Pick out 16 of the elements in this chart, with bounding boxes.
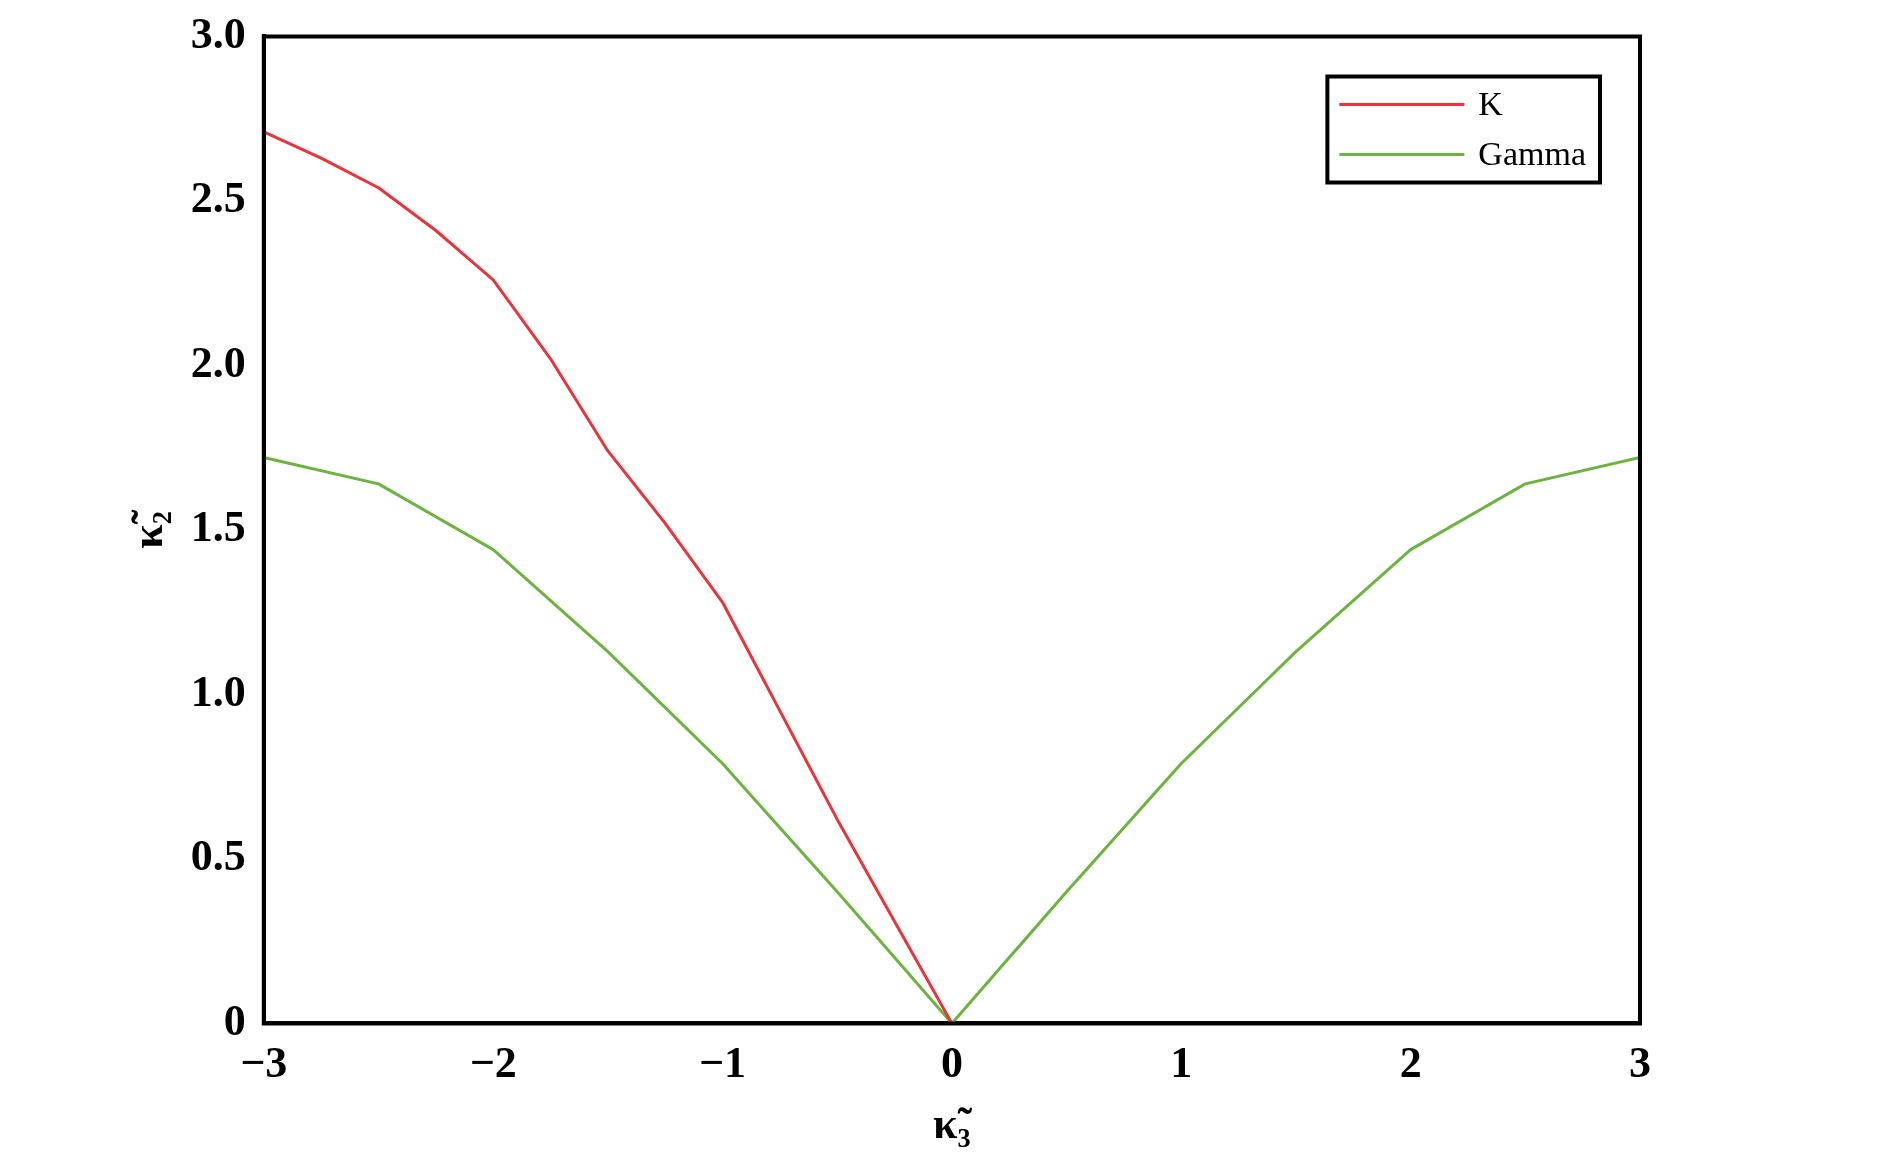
x-tick-label: 1 — [1170, 1038, 1193, 1088]
legend-label: Gamma — [1478, 135, 1587, 173]
x-tick-label: −2 — [469, 1038, 517, 1088]
y-tick-label: 1.0 — [190, 666, 246, 716]
x-axis-title: κ̃₃ — [933, 1098, 973, 1148]
x-tick-label: 0 — [940, 1038, 963, 1088]
legend-label: K — [1478, 85, 1504, 123]
x-tick-label: 2 — [1399, 1038, 1422, 1088]
y-tick-label: 0.5 — [190, 831, 246, 881]
y-tick-label: 3.0 — [190, 8, 246, 58]
x-tick-label: −1 — [698, 1038, 747, 1088]
y-axis-title: κ̃₂ — [122, 509, 172, 549]
y-tick-label: 2.5 — [190, 173, 246, 223]
x-tick-label: 3 — [1629, 1038, 1651, 1088]
y-tick-label: 2.0 — [190, 337, 246, 387]
y-tick-label: 1.5 — [190, 502, 246, 552]
